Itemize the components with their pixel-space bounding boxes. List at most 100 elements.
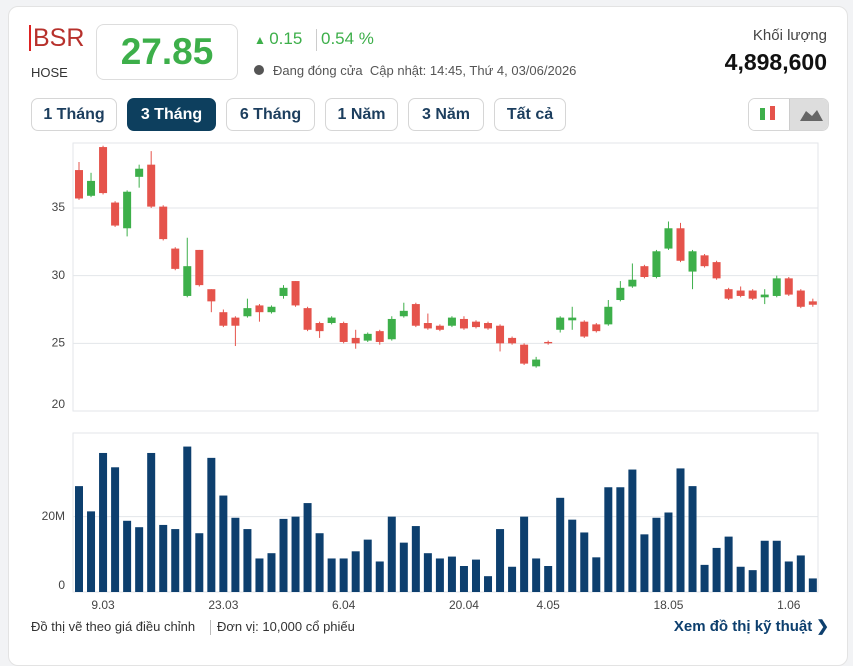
volume-bar	[363, 539, 372, 592]
candle-body	[159, 206, 168, 240]
range-button[interactable]: 1 Năm	[325, 98, 398, 131]
candle-body	[339, 323, 348, 342]
status-text: Đang đóng cửa	[273, 63, 363, 78]
volume-bar	[772, 540, 781, 592]
separator	[210, 620, 211, 635]
candle-body	[123, 191, 132, 229]
candle-body	[183, 266, 192, 296]
range-button[interactable]: Tất cả	[494, 98, 566, 131]
x-tick-label: 18.05	[653, 598, 683, 612]
volume-bar	[592, 557, 601, 592]
volume-bar	[532, 558, 541, 592]
candle-body	[219, 312, 228, 326]
range-button[interactable]: 3 Tháng	[127, 98, 216, 131]
candle-body	[508, 337, 517, 344]
candle-body	[411, 304, 420, 326]
volume-bar	[604, 487, 613, 592]
volume-bar	[147, 452, 156, 592]
candle-body	[616, 287, 625, 301]
candle-body	[736, 290, 745, 296]
volume-bar	[568, 519, 577, 592]
volume-bar	[387, 516, 396, 592]
x-tick-label: 20.04	[449, 598, 479, 612]
candle-body	[592, 324, 601, 332]
status: Đang đóng cửa Cập nhật: 14:45, Thứ 4, 03…	[273, 63, 576, 78]
volume-bar	[700, 564, 709, 592]
area-icon[interactable]	[789, 99, 828, 130]
candle-body	[87, 180, 96, 196]
chart-type-toggle[interactable]	[748, 98, 829, 131]
volume-bar	[219, 495, 228, 592]
volume-bar	[171, 529, 180, 592]
page: BSR HOSE 27.85 ▲ 0.15 0.54 % Đang đóng c…	[8, 6, 848, 666]
candle-body	[459, 318, 468, 329]
x-tick-label: 6.04	[332, 598, 356, 612]
x-tick-label: 4.05	[536, 598, 560, 612]
chart: 20 25 30 35 0 20M 9.03 23.03 6.04 20.04 4.05 18.05 1…	[42, 142, 819, 612]
candle-body	[652, 251, 661, 277]
candle-body	[664, 228, 673, 249]
symbol: BSR	[29, 25, 84, 51]
range-button[interactable]: 3 Năm	[408, 98, 484, 131]
candle-body	[279, 287, 288, 296]
volume-bar	[580, 532, 589, 592]
range-button[interactable]: 6 Tháng	[226, 98, 315, 131]
volume-bar	[508, 566, 517, 592]
volume-bar	[183, 446, 192, 592]
range-button[interactable]: 1 Tháng	[31, 98, 117, 131]
volume-bar	[99, 452, 108, 592]
volume-bar	[628, 469, 637, 592]
candle-body	[640, 266, 649, 277]
candle-body	[544, 341, 553, 344]
candle-icon[interactable]	[749, 99, 789, 130]
candle-body	[532, 359, 541, 367]
x-tick-label: 1.06	[777, 598, 801, 612]
volume-bar	[784, 561, 793, 592]
volume-bar	[435, 558, 444, 592]
candle-body	[303, 308, 312, 330]
volume-bar	[484, 576, 493, 592]
volume-bar	[520, 516, 529, 592]
candle-body	[267, 306, 276, 313]
candle-body	[111, 202, 120, 226]
volume-bar	[267, 553, 276, 592]
volume-bar	[736, 566, 745, 592]
candle-body	[700, 255, 709, 267]
volume-bar	[279, 518, 288, 592]
candle-body	[147, 164, 156, 207]
volume-bar	[87, 511, 96, 592]
footer-unit: Đơn vị: 10,000 cổ phiếu	[217, 619, 355, 634]
technical-link[interactable]: Xem đồ thị kỹ thuật ❯	[673, 618, 829, 635]
y-tick-label: 0	[58, 578, 65, 592]
candle-body	[628, 279, 637, 287]
candle-body	[315, 323, 324, 332]
candle-body	[399, 310, 408, 317]
candle-body	[255, 305, 264, 313]
change: ▲ 0.15	[254, 29, 302, 49]
x-tick-label: 9.03	[91, 598, 115, 612]
candle-body	[435, 325, 444, 330]
candle-body	[291, 281, 300, 306]
updated: Cập nhật: 14:45, Thứ 4, 03/06/2026	[369, 63, 577, 78]
volume-bar	[664, 512, 673, 592]
candle-body	[556, 317, 565, 330]
candle-body	[520, 344, 529, 364]
y-tick-label: 35	[52, 200, 66, 214]
candle-body	[195, 249, 204, 286]
volume-bar	[544, 566, 553, 592]
candle-body	[243, 308, 252, 317]
candle-body	[784, 278, 793, 295]
volume-bar	[688, 486, 697, 592]
candle-body	[568, 317, 577, 321]
change-value: 0.15	[269, 29, 303, 48]
x-tick-label: 23.03	[208, 598, 238, 612]
candle-body	[760, 294, 769, 298]
volume-bar	[447, 556, 456, 592]
link-text[interactable]: Xem đồ thị kỹ thuật	[673, 618, 813, 635]
change-pct: 0.54 %	[321, 29, 374, 48]
volume-bar	[231, 517, 240, 592]
volume-bar	[243, 529, 252, 592]
footer-note: Đồ thị vẽ theo giá điều chỉnh	[31, 619, 196, 634]
volume-bar	[291, 516, 300, 592]
volume-bar	[315, 533, 324, 592]
